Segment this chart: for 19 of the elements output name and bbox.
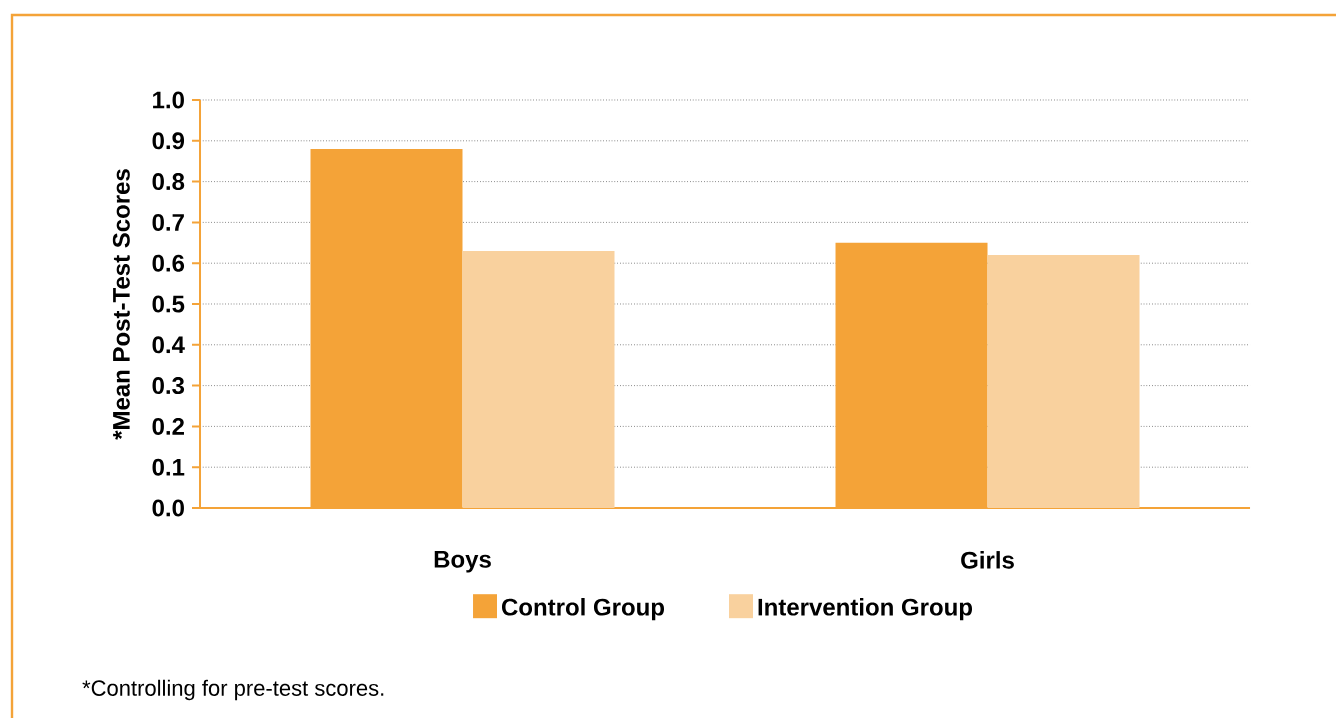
- y-tick-label: 0.8: [152, 173, 185, 191]
- bar: [987, 255, 1140, 508]
- y-tick-label: 0.9: [152, 132, 185, 150]
- legend-label: Control Group: [502, 598, 664, 621]
- bar: [462, 250, 615, 508]
- y-tick-label: 0.0: [152, 499, 184, 517]
- y-tick-label: 1.0: [153, 91, 184, 109]
- y-tick-label: 0.1: [152, 458, 185, 476]
- y-tick-label: 0.7: [152, 213, 184, 231]
- x-tick-label: Boys: [434, 551, 491, 573]
- y-tick-label: 0.5: [152, 295, 185, 313]
- y-tick-label: 0.2: [152, 417, 184, 435]
- y-tick-label: 0.4: [152, 336, 185, 354]
- y-axis-title: *Mean Post-Test Scores: [112, 169, 130, 440]
- legend-label: Intervention Group: [758, 598, 973, 621]
- y-tick-label: 0.3: [152, 377, 185, 395]
- text: *Controlling for pre-test scores.: [82, 679, 384, 701]
- y-tick-label: 0.6: [152, 254, 185, 272]
- x-tick-label: Girls: [961, 551, 1014, 569]
